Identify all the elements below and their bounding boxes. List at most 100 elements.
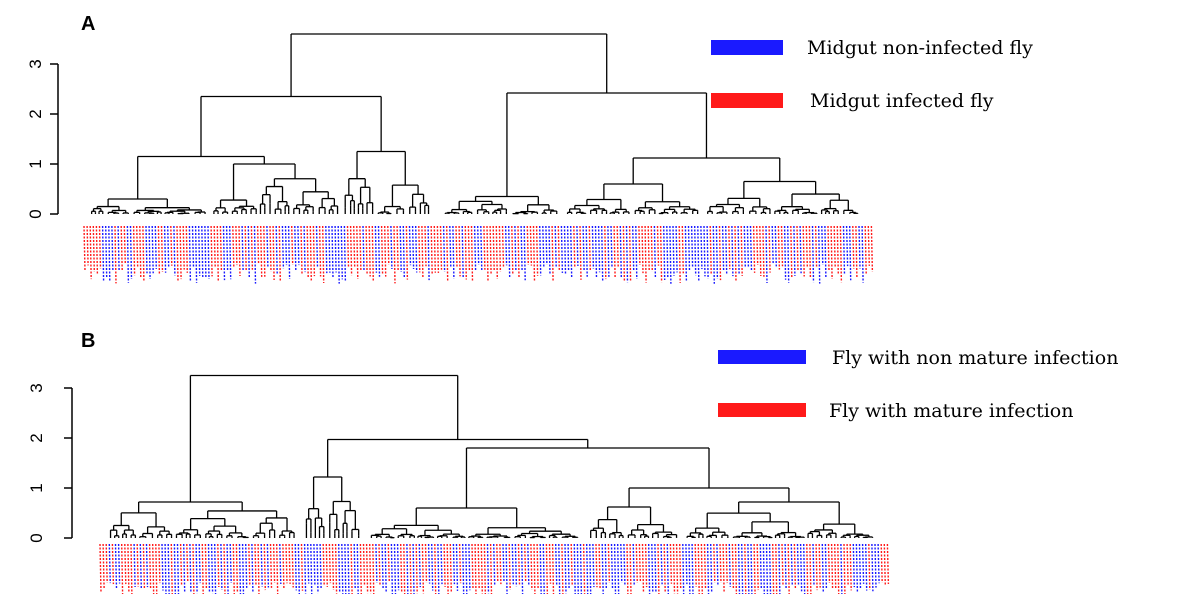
a-leaf-label: [101, 225, 105, 281]
b-leaf-label: [880, 543, 883, 583]
b-leaf-label: [353, 543, 356, 589]
a-leaf-label: [480, 225, 483, 271]
a-leaf-label: [114, 225, 117, 284]
b-leaf-label: [496, 543, 499, 583]
a-leaf-label: [235, 225, 238, 266]
a-leaf-label: [170, 225, 173, 266]
b-leaf-label: [806, 543, 809, 594]
panel-b-leaf-labels: [99, 543, 890, 594]
b-leaf-label: [604, 543, 607, 589]
b-leaf-label: [871, 543, 874, 592]
b-leaf-label: [99, 543, 102, 593]
b-leaf-label: [220, 543, 223, 590]
a-leaf-label: [752, 225, 756, 273]
legend-a-label-infected: Midgut infected fly: [810, 90, 994, 112]
b-leaf-label: [412, 543, 415, 594]
b-leaf-label: [148, 543, 152, 589]
a-leaf-label: [455, 225, 458, 267]
a-leaf-label: [560, 225, 564, 273]
a-leaf-label: [340, 225, 343, 280]
b-leaf-label: [300, 543, 304, 591]
a-leaf-label: [783, 225, 787, 280]
b-leaf-label: [595, 543, 598, 588]
b-leaf-label: [328, 543, 332, 584]
a-leaf-label: [232, 225, 235, 268]
a-leaf-label: [864, 225, 867, 274]
b-leaf-label: [654, 543, 657, 592]
b-leaf-label: [663, 543, 666, 592]
b-leaf-label: [722, 543, 725, 592]
a-leaf-label: [777, 225, 781, 270]
b-leaf-label: [288, 543, 291, 584]
b-leaf-label: [747, 543, 750, 594]
b-leaf-label: [818, 543, 821, 588]
a-leaf-label: [371, 225, 374, 283]
b-leaf-label: [762, 543, 766, 594]
b-leaf-label: [868, 543, 871, 590]
a-leaf-label: [154, 225, 157, 269]
b-leaf-label: [378, 543, 381, 586]
a-leaf-label: [740, 225, 743, 276]
b-leaf-label: [279, 543, 282, 585]
a-leaf-label: [309, 225, 312, 281]
b-leaf-label: [499, 543, 502, 585]
b-leaf-label: [706, 543, 710, 594]
a-leaf-label: [799, 225, 802, 274]
a-leaf-label: [111, 225, 114, 272]
b-leaf-label: [840, 543, 843, 594]
b-leaf-label: [440, 543, 443, 585]
b-leaf-label: [170, 543, 173, 594]
b-leaf-label: [480, 543, 483, 594]
a-leaf-label: [294, 225, 297, 271]
a-leaf-label: [343, 225, 347, 282]
b-leaf-label: [617, 543, 620, 594]
panel-a-y-axis: 0 1 2 3: [26, 59, 59, 219]
a-leaf-label: [229, 225, 232, 280]
b-leaf-label: [765, 543, 769, 594]
a-leaf-label: [284, 225, 288, 266]
b-leaf-label: [558, 543, 561, 594]
a-leaf-label: [384, 225, 387, 277]
a-leaf-label: [526, 225, 529, 265]
b-leaf-label: [759, 543, 762, 589]
b-leaf-label: [458, 543, 462, 584]
a-leaf-label: [328, 225, 331, 273]
b-leaf-label: [737, 543, 741, 594]
b-leaf-label: [576, 543, 579, 594]
a-leaf-label: [349, 225, 353, 276]
b-leaf-label: [133, 543, 136, 588]
a-leaf-label: [644, 225, 647, 283]
b-leaf-label: [362, 543, 366, 586]
b-leaf-label: [548, 543, 552, 584]
b-leaf-label: [232, 543, 235, 594]
b-leaf-label: [359, 543, 362, 594]
b-leaf-label: [173, 543, 177, 594]
b-leaf-label: [269, 543, 273, 588]
b-leaf-label: [648, 543, 651, 594]
b-leaf-label: [111, 543, 115, 585]
a-leaf-label: [557, 225, 560, 270]
b-leaf-label: [468, 543, 471, 591]
b-leaf-label: [201, 543, 204, 594]
b-leaf-label: [251, 543, 254, 593]
a-leaf-label: [762, 225, 765, 277]
b-leaf-label: [263, 543, 266, 591]
b-leaf-label: [545, 543, 549, 594]
b-leaf-label: [443, 543, 446, 587]
b-leaf-label: [753, 543, 756, 594]
a-leaf-label: [179, 225, 182, 280]
b-leaf-label: [297, 543, 300, 594]
a-leaf-label: [641, 225, 644, 274]
b-leaf-label: [728, 543, 731, 587]
b-leaf-label: [858, 543, 862, 590]
b-leaf-label: [424, 543, 428, 583]
a-leaf-label: [449, 225, 452, 268]
a-leaf-label: [427, 225, 430, 281]
b-leaf-label: [418, 543, 421, 588]
b-leaf-label: [344, 543, 347, 594]
a-leaf-label: [625, 225, 629, 283]
b-leaf-label: [393, 543, 397, 594]
b-leaf-label: [846, 543, 849, 585]
a-leaf-label: [331, 225, 334, 279]
a-leaf-label: [148, 225, 151, 280]
